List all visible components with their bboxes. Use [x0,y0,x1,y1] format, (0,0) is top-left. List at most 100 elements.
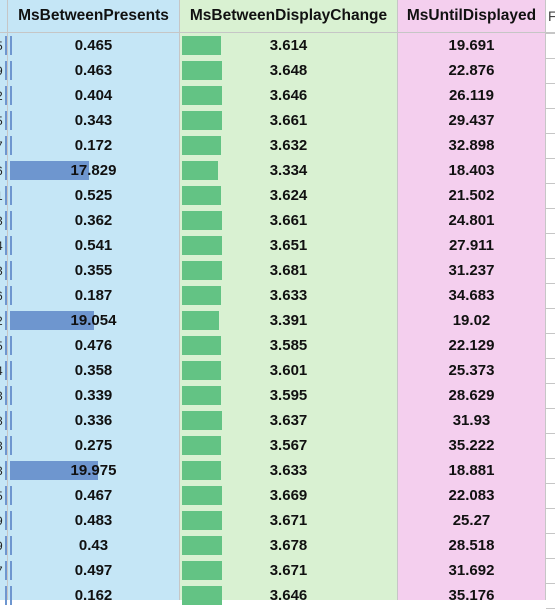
cell-right-partial[interactable] [546,583,555,608]
cell-ms-until-displayed[interactable]: 31.237 [398,258,545,283]
cell-ms-between-presents[interactable]: 0.162 [8,583,179,608]
cell-ms-between-presents[interactable]: 0.497 [8,558,179,583]
cell-right-partial[interactable] [546,433,555,458]
cell-ms-until-displayed[interactable]: 19.02 [398,308,545,333]
cell-ms-between-display-change[interactable]: 3.661 [180,108,397,133]
cell-ms-between-presents[interactable]: 0.187 [8,283,179,308]
cell-ms-between-display-change[interactable]: 3.567 [180,433,397,458]
cell-left-partial[interactable]: 2 [0,83,7,108]
cell-ms-between-presents[interactable]: 0.336 [8,408,179,433]
cell-ms-between-presents[interactable]: 0.404 [8,83,179,108]
cell-ms-between-presents[interactable]: 0.476 [8,333,179,358]
cell-right-partial[interactable] [546,108,555,133]
cell-left-partial[interactable]: 1 [0,183,7,208]
cell-ms-between-display-change[interactable]: 3.595 [180,383,397,408]
cell-ms-between-presents[interactable]: 0.525 [8,183,179,208]
cell-right-partial[interactable] [546,283,555,308]
cell-ms-between-presents[interactable]: 0.465 [8,33,179,58]
cell-left-partial[interactable]: 5 [0,333,7,358]
cell-right-partial[interactable] [546,33,555,58]
cell-ms-between-display-change[interactable]: 3.671 [180,558,397,583]
cell-left-partial[interactable]: 3 [0,433,7,458]
cell-ms-between-presents[interactable]: 0.355 [8,258,179,283]
cell-ms-between-presents[interactable]: 19.975 [8,458,179,483]
cell-right-partial[interactable] [546,158,555,183]
cell-right-partial[interactable] [546,333,555,358]
cell-ms-between-presents[interactable]: 0.275 [8,433,179,458]
cell-left-partial[interactable]: 9 [0,533,7,558]
cell-ms-between-display-change[interactable]: 3.624 [180,183,397,208]
cell-ms-until-displayed[interactable]: 22.876 [398,58,545,83]
cell-ms-until-displayed[interactable]: 25.27 [398,508,545,533]
cell-left-partial[interactable]: 3 [0,258,7,283]
cell-ms-between-presents[interactable]: 0.483 [8,508,179,533]
cell-ms-between-display-change[interactable]: 3.391 [180,308,397,333]
cell-right-partial[interactable] [546,208,555,233]
cell-ms-between-display-change[interactable]: 3.601 [180,358,397,383]
cell-ms-between-presents[interactable]: 0.343 [8,108,179,133]
cell-left-partial[interactable]: 4 [0,358,7,383]
cell-ms-between-presents[interactable]: 17.829 [8,158,179,183]
cell-ms-between-display-change[interactable]: 3.669 [180,483,397,508]
cell-ms-until-displayed[interactable]: 22.129 [398,333,545,358]
cell-ms-until-displayed[interactable]: 18.403 [398,158,545,183]
cell-left-partial[interactable]: 4 [0,233,7,258]
cell-ms-until-displayed[interactable]: 26.119 [398,83,545,108]
header-ms-between-display-change[interactable]: MsBetweenDisplayChange [180,0,397,33]
cell-ms-until-displayed[interactable]: 34.683 [398,283,545,308]
cell-left-partial[interactable]: 5 [0,33,7,58]
cell-left-partial[interactable]: 6 [0,158,7,183]
cell-ms-until-displayed[interactable]: 28.518 [398,533,545,558]
cell-ms-between-display-change[interactable]: 3.671 [180,508,397,533]
cell-left-partial[interactable]: 5 [0,483,7,508]
cell-left-partial[interactable]: 3 [0,383,7,408]
cell-ms-until-displayed[interactable]: 32.898 [398,133,545,158]
cell-ms-until-displayed[interactable]: 19.691 [398,33,545,58]
cell-ms-between-display-change[interactable]: 3.632 [180,133,397,158]
cell-ms-between-presents[interactable]: 0.541 [8,233,179,258]
cell-ms-between-presents[interactable]: 0.358 [8,358,179,383]
cell-ms-until-displayed[interactable]: 25.373 [398,358,545,383]
header-ms-until-displayed[interactable]: MsUntilDisplayed [398,0,545,33]
cell-left-partial[interactable] [0,583,7,608]
cell-right-partial[interactable] [546,308,555,333]
cell-right-partial[interactable] [546,258,555,283]
cell-ms-between-display-change[interactable]: 3.646 [180,583,397,608]
cell-ms-between-presents[interactable]: 0.362 [8,208,179,233]
cell-ms-between-presents[interactable]: 0.172 [8,133,179,158]
cell-left-partial[interactable]: 3 [0,208,7,233]
header-left-partial[interactable] [0,0,7,33]
cell-ms-until-displayed[interactable]: 24.801 [398,208,545,233]
cell-left-partial[interactable]: 7 [0,558,7,583]
cell-right-partial[interactable] [546,83,555,108]
cell-ms-between-display-change[interactable]: 3.678 [180,533,397,558]
cell-right-partial[interactable] [546,458,555,483]
cell-ms-between-display-change[interactable]: 3.633 [180,283,397,308]
cell-ms-until-displayed[interactable]: 31.93 [398,408,545,433]
cell-right-partial[interactable] [546,183,555,208]
header-right-partial[interactable]: F [546,0,555,33]
cell-left-partial[interactable]: 9 [0,58,7,83]
cell-ms-between-presents[interactable]: 19.054 [8,308,179,333]
cell-right-partial[interactable] [546,58,555,83]
cell-left-partial[interactable]: 2 [0,308,7,333]
cell-right-partial[interactable] [546,133,555,158]
header-ms-between-presents[interactable]: MsBetweenPresents [8,0,179,33]
cell-left-partial[interactable]: 5 [0,108,7,133]
cell-ms-between-presents[interactable]: 0.463 [8,58,179,83]
cell-ms-between-display-change[interactable]: 3.646 [180,83,397,108]
cell-ms-between-presents[interactable]: 0.43 [8,533,179,558]
cell-ms-until-displayed[interactable]: 29.437 [398,108,545,133]
cell-ms-until-displayed[interactable]: 22.083 [398,483,545,508]
cell-right-partial[interactable] [546,383,555,408]
cell-ms-between-display-change[interactable]: 3.334 [180,158,397,183]
cell-left-partial[interactable]: 6 [0,283,7,308]
cell-right-partial[interactable] [546,533,555,558]
cell-ms-until-displayed[interactable]: 35.176 [398,583,545,608]
cell-ms-between-display-change[interactable]: 3.637 [180,408,397,433]
cell-ms-between-display-change[interactable]: 3.585 [180,333,397,358]
cell-left-partial[interactable]: 7 [0,133,7,158]
cell-left-partial[interactable]: 3 [0,458,7,483]
cell-ms-between-display-change[interactable]: 3.681 [180,258,397,283]
cell-right-partial[interactable] [546,558,555,583]
